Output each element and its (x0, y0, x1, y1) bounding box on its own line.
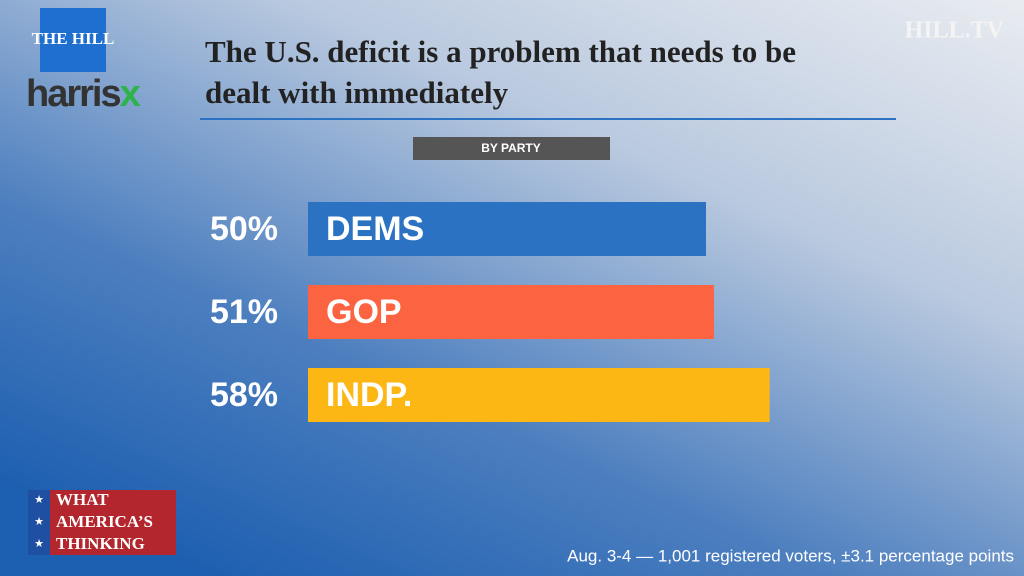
value-label: 51% (210, 293, 278, 331)
category-label: INDP. (326, 376, 412, 414)
bar (308, 285, 714, 339)
segment-box (50, 490, 176, 555)
value-label: 50% (210, 210, 278, 248)
harris-logo: harrisx (26, 73, 141, 115)
segment-line: WHAT (56, 490, 109, 509)
segment-line: THINKING (56, 534, 145, 553)
subtitle-box (413, 137, 610, 160)
category-label: DEMS (326, 210, 424, 248)
star: ★ (34, 494, 44, 506)
bar (308, 202, 706, 256)
hill-tv-logo: HILL.TV (905, 18, 1005, 44)
subtitle: BY PARTY (481, 141, 541, 155)
hill-logo-box (40, 8, 106, 72)
category-label: GOP (326, 293, 402, 331)
chart-title: The U.S. deficit is a problem that needs… (205, 34, 796, 110)
footnote: Aug. 3-4 — 1,001 registered voters, ±3.1… (567, 546, 1014, 565)
hill-logo: THE HILL (32, 29, 115, 48)
bar (308, 368, 770, 422)
value-label: 58% (210, 376, 278, 414)
segment-stars (28, 490, 50, 555)
segment-line: AMERICA’S (56, 512, 153, 531)
star: ★ (34, 538, 44, 550)
star: ★ (34, 516, 44, 528)
